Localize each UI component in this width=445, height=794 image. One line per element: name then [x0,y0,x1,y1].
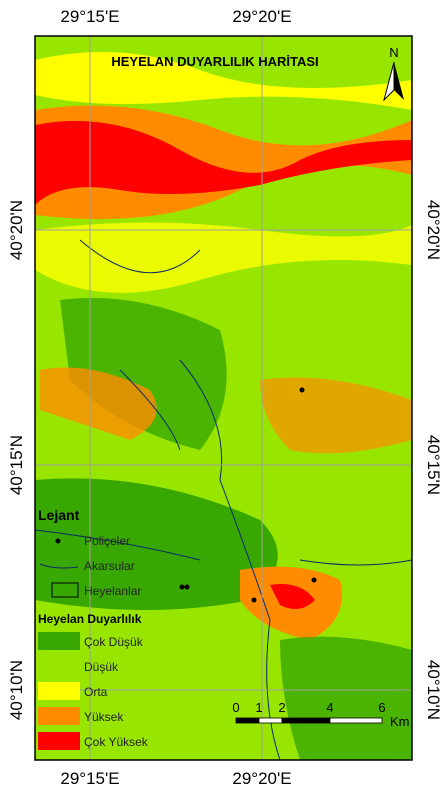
scale-unit: Km [390,714,410,729]
map-title: HEYELAN DUYARLILIK HARİTASI [111,54,318,69]
map-body [35,36,412,760]
lat-label: 40°15'N [424,435,443,495]
legend-swatch [38,732,80,750]
stream [35,239,412,760]
legend-item: Poliçeler [84,534,130,548]
legend-symbol [39,563,79,569]
zone-cok-dusuk [280,636,412,760]
legend-class: Yüksek [84,710,124,724]
legend-swatch [38,682,80,700]
lon-label: 29°20'E [232,7,291,26]
lon-label: 29°20'E [232,769,291,788]
zone-cok-yuksek [270,584,315,609]
legend-class: Çok Yüksek [84,735,149,749]
legend-item: Akarsular [84,559,135,573]
zone-cok-dusuk [35,478,278,610]
legend-symbol [51,582,79,598]
legend-class: Düşük [84,660,119,674]
lat-label: 40°20'N [424,200,443,260]
scale-tick: 6 [378,700,385,715]
legend-title: Lejant [38,507,80,523]
scale-segment [235,717,260,724]
lat-label: 40°10'N [7,660,26,720]
graticule [35,36,412,760]
legend-item: Heyelanlar [84,584,141,598]
legend-symbol [55,538,61,544]
scale-tick: 2 [278,700,285,715]
lat-label: 40°20'N [7,200,26,260]
scale-segment [258,717,283,724]
legend-swatch [38,657,80,675]
scale-segment [281,717,331,724]
zone-yuksek [40,367,157,440]
scale-tick: 1 [255,700,262,715]
legend-class: Çok Düşük [84,635,144,649]
policy-points [179,387,317,603]
zone-orta [35,52,412,110]
zone-cok-yuksek [35,120,412,205]
zone-cok-dusuk [60,298,227,450]
scale-segment [329,717,383,724]
scale-tick: 0 [232,700,239,715]
lon-label: 29°15'E [60,7,119,26]
lon-label: 29°15'E [60,769,119,788]
lat-label: 40°15'N [7,435,26,495]
lat-label: 40°10'N [424,660,443,720]
legend-swatch [38,707,80,725]
north-arrow: N [383,45,404,102]
scale-tick: 4 [326,700,333,715]
north-label: N [389,45,398,60]
map-frame [34,35,413,761]
zone-yuksek [260,377,412,454]
legend-swatch [38,632,80,650]
legend-class: Orta [84,685,108,699]
legend-subtitle: Heyelan Duyarlılık [38,612,142,626]
zone-orta [35,222,412,293]
